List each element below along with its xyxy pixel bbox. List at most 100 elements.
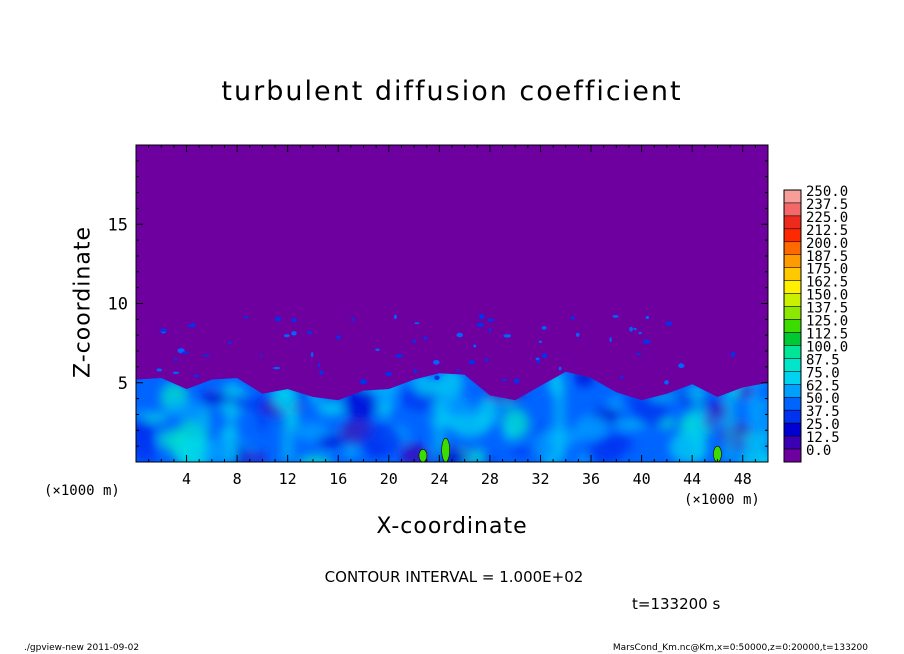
scatter-cell — [413, 369, 418, 374]
scatter-cell — [291, 331, 297, 336]
colorbar-frame — [783, 189, 802, 463]
colorbar-level-label: 25.0 — [806, 417, 840, 433]
eddy-cell — [366, 442, 384, 456]
eddy-cell — [196, 413, 207, 432]
scatter-cell — [172, 371, 180, 375]
colorbar-swatch — [783, 396, 802, 411]
eddy-cell — [739, 432, 768, 446]
colorbar-level-label: 50.0 — [806, 391, 840, 407]
colorbar-swatch — [783, 435, 802, 450]
y-axis-label: Z-coordinate — [70, 226, 96, 378]
footer-data-source: MarsCond_Km.nc@Km,x=0:50000,z=0:20000,t=… — [612, 643, 868, 653]
x-tick-label: 36 — [582, 470, 600, 488]
footer-program-date: ./gpview-new 2011-09-02 — [24, 643, 140, 653]
scatter-cell — [456, 332, 464, 338]
y-tick-label: 5 — [118, 374, 128, 394]
green-cell — [441, 437, 450, 462]
colorbar-level-label: 237.5 — [806, 197, 848, 213]
scatter-cell — [638, 331, 642, 335]
plume-column — [692, 382, 705, 462]
scatter-cell — [274, 316, 282, 322]
scatter-cell — [541, 326, 547, 330]
x-unit-label-left: (×1000 m) — [44, 483, 120, 499]
colorbar-level-label: 162.5 — [806, 275, 848, 291]
x-tick-label: 16 — [329, 470, 347, 488]
y-tick-label: 10 — [108, 295, 128, 315]
colorbar-swatch — [783, 332, 802, 346]
colorbar-level-label: 100.0 — [806, 339, 848, 355]
colorbar-swatch — [783, 202, 802, 217]
scatter-cell — [283, 334, 290, 338]
eddy-cell — [500, 401, 513, 408]
colorbar-swatch — [783, 254, 802, 268]
scatter-cell — [635, 352, 642, 356]
scatter-cell — [174, 357, 178, 361]
colorbar-swatch — [783, 384, 802, 398]
x-tick-label: 40 — [633, 470, 651, 488]
eddy-cell — [632, 399, 670, 427]
scatter-cell — [665, 321, 673, 326]
plume-column — [281, 382, 294, 462]
scatter-cell — [620, 375, 624, 379]
scatter-cell — [664, 380, 669, 385]
x-tick-label: 12 — [279, 470, 297, 488]
scatter-cell — [336, 335, 341, 340]
scatter-cell — [468, 360, 475, 365]
eddy-cell — [164, 400, 207, 419]
scatter-cell — [612, 315, 619, 318]
colorbar-level-label: 225.0 — [806, 210, 848, 226]
colorbar-swatch — [783, 241, 802, 256]
x-tick-label: 8 — [233, 470, 242, 488]
colorbar-swatch — [783, 319, 802, 333]
scatter-cell — [187, 324, 192, 328]
scatter-cell — [318, 363, 321, 368]
colorbar-level-label: 187.5 — [806, 249, 848, 265]
eddy-cell — [576, 453, 590, 462]
green-cells — [418, 437, 722, 462]
scatter-cell — [228, 340, 232, 345]
eddy-cell — [140, 415, 169, 422]
scatter-cell — [487, 318, 495, 322]
scatter-cell — [395, 354, 403, 358]
contour-interval-label: CONTOUR INTERVAL = 1.000E+02 — [324, 568, 584, 586]
scatter-cell — [319, 370, 324, 375]
y-axis: 5 10 15 — [108, 160, 768, 447]
scatter-cell — [434, 375, 440, 380]
scatter-cell — [535, 357, 540, 360]
colorbar-swatch — [783, 293, 802, 307]
scatter-cell — [478, 314, 485, 320]
colorbar-swatch — [783, 448, 802, 463]
eddy-cell — [342, 388, 378, 421]
scatter-cell — [558, 366, 562, 371]
scatter-cell — [423, 336, 428, 340]
colorbar-swatch — [783, 345, 802, 359]
scatter-cell — [190, 322, 196, 328]
scatter-cell — [291, 318, 298, 323]
chart-title: turbulent diffusion coefficient — [221, 76, 683, 107]
colorbar-level-label: 87.5 — [806, 352, 840, 368]
x-tick-label: 24 — [430, 470, 448, 488]
plume-column — [224, 382, 237, 462]
scatter-cell — [385, 371, 393, 376]
eddy-cell — [599, 432, 634, 455]
eddy-cell — [470, 447, 485, 462]
eddy-cell — [228, 395, 266, 412]
plume-column — [724, 382, 737, 462]
colorbar-swatch — [783, 358, 802, 372]
x-tick-label: 4 — [182, 470, 191, 488]
eddy-cell — [509, 447, 535, 456]
green-cell — [418, 449, 428, 462]
scatter-cell — [609, 337, 612, 343]
scatter-cell — [730, 351, 736, 358]
scatter-cell — [393, 314, 397, 320]
colorbar-level-label: 175.0 — [806, 262, 848, 278]
colorbar-level-label: 12.5 — [806, 430, 840, 446]
scatter-cell — [503, 334, 511, 338]
scatter-cell — [456, 369, 461, 372]
scatter-cell — [473, 344, 477, 348]
plume-column — [433, 382, 446, 462]
scatter-cell — [642, 339, 651, 344]
colorbar-swatch — [783, 215, 802, 230]
eddy-cell — [476, 397, 499, 428]
